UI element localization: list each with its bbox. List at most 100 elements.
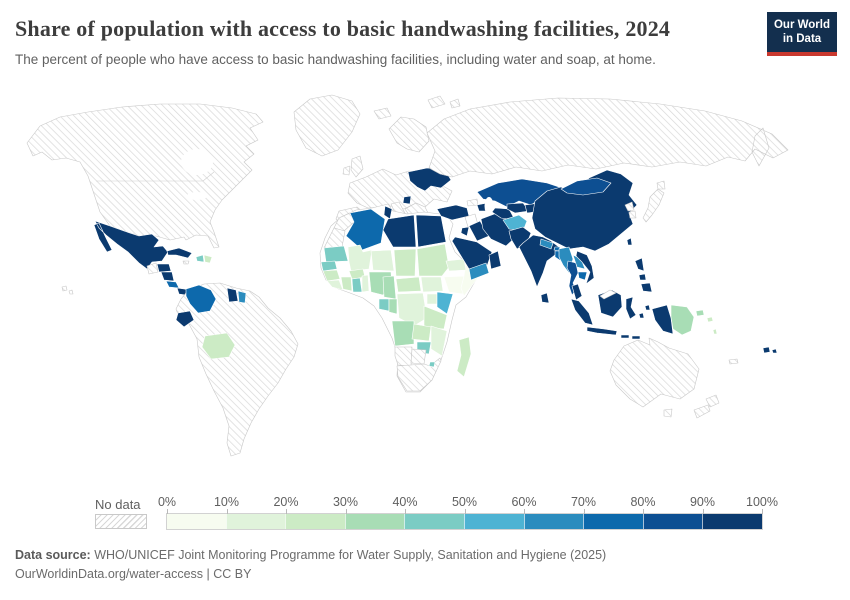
country-suriname[interactable]	[237, 290, 247, 304]
country-north-korea[interactable]	[624, 201, 635, 212]
country-jamaica[interactable]	[182, 260, 190, 265]
country-svalbard[interactable]	[427, 95, 461, 109]
country-mali[interactable]	[347, 244, 373, 272]
country-eritrea-djibouti[interactable]	[445, 258, 467, 272]
country-haiti[interactable]	[195, 254, 205, 263]
legend-bin-40-50%[interactable]	[404, 514, 464, 529]
country-cameroon[interactable]	[382, 275, 397, 300]
country-guatemala[interactable]	[146, 262, 159, 275]
country-iceland[interactable]	[373, 107, 392, 120]
country-jordan[interactable]	[460, 226, 470, 237]
country-guinea[interactable]	[322, 269, 341, 282]
country-japan[interactable]	[642, 180, 666, 223]
country-tanzania[interactable]	[423, 305, 448, 330]
legend-bin-90-100%[interactable]	[702, 514, 762, 529]
country-namibia[interactable]	[394, 346, 413, 367]
country-niger[interactable]	[370, 249, 395, 272]
country-vietnam[interactable]	[575, 250, 595, 285]
country-east-malaysia[interactable]	[599, 289, 617, 300]
country-new-caledonia[interactable]	[728, 358, 739, 365]
country-indonesia[interactable]	[570, 289, 674, 340]
country-mongolia[interactable]	[560, 177, 612, 196]
country-solomon-islands[interactable]	[706, 316, 714, 323]
country-cambodia[interactable]	[577, 271, 588, 281]
country-nepal[interactable]	[539, 238, 554, 250]
country-georgia[interactable]	[466, 198, 479, 207]
country-ghana[interactable]	[351, 277, 363, 293]
country-yemen[interactable]	[468, 262, 490, 281]
legend-bin-80-90%[interactable]	[642, 514, 703, 529]
legend-bin-50-60%[interactable]	[463, 514, 524, 529]
country-uzbekistan[interactable]	[506, 202, 530, 214]
country-russia[interactable]	[426, 97, 789, 178]
country-angola[interactable]	[391, 320, 415, 347]
legend-bin-60-70%[interactable]	[523, 514, 584, 529]
country-malawi-mozambique[interactable]	[430, 325, 448, 357]
country-hawaii[interactable]	[61, 285, 74, 295]
country-honduras[interactable]	[156, 263, 172, 273]
country-botswana[interactable]	[410, 348, 427, 365]
legend-bin-70-80%[interactable]	[583, 514, 643, 529]
country-oman[interactable]	[488, 250, 502, 270]
country-papua-new-guinea[interactable]	[670, 304, 705, 336]
legend-bin-20-30%[interactable]	[285, 514, 345, 529]
country-senegal[interactable]	[320, 260, 338, 272]
legend-no-data-swatch[interactable]	[95, 514, 147, 529]
country-canada-usa[interactable]	[26, 103, 264, 249]
footer-license-line[interactable]: OurWorldinData.org/water-access | CC BY	[15, 567, 252, 581]
legend-tick-label: 0%	[157, 495, 177, 509]
country-australia[interactable]	[609, 337, 700, 418]
caspian-sea	[484, 197, 494, 215]
country-serbia[interactable]	[402, 195, 412, 205]
country-togo-benin[interactable]	[361, 274, 370, 293]
country-chad[interactable]	[393, 248, 417, 277]
country-afghanistan[interactable]	[502, 214, 528, 232]
country-taiwan[interactable]	[626, 237, 633, 246]
country-ecuador[interactable]	[175, 310, 195, 328]
country-fiji[interactable]	[762, 346, 778, 354]
country-colombia[interactable]	[185, 284, 217, 314]
country-ireland[interactable]	[342, 165, 351, 176]
country-guyana[interactable]	[226, 287, 239, 303]
us-canada-border	[96, 171, 215, 182]
country-cuba[interactable]	[166, 247, 193, 259]
legend-bin-0-10%[interactable]	[167, 514, 226, 529]
country-mexico[interactable]	[93, 220, 169, 270]
country-south-korea[interactable]	[628, 210, 637, 219]
legend-tick-mark	[286, 509, 287, 514]
country-greenland[interactable]	[293, 94, 361, 157]
country-morocco[interactable]	[333, 212, 355, 232]
country-costa-rica[interactable]	[165, 280, 180, 289]
country-eswatini[interactable]	[428, 361, 436, 368]
legend-bin-10-20%[interactable]	[225, 514, 286, 529]
country-kenya[interactable]	[436, 291, 454, 315]
country-sudan[interactable]	[416, 243, 450, 277]
country-dominican-republic[interactable]	[203, 254, 213, 264]
country-new-zealand[interactable]	[693, 394, 720, 419]
country-gabon[interactable]	[378, 298, 390, 312]
country-drc[interactable]	[396, 292, 428, 327]
country-sri-lanka[interactable]	[540, 292, 550, 304]
country-uganda[interactable]	[426, 293, 438, 305]
country-bolivia[interactable]	[201, 332, 236, 360]
country-scandinavia[interactable]	[388, 116, 430, 153]
country-sierra-leone[interactable]	[326, 279, 344, 291]
country-nicaragua[interactable]	[160, 271, 175, 282]
country-algeria[interactable]	[345, 208, 386, 251]
country-uk[interactable]	[350, 155, 364, 178]
country-car[interactable]	[395, 276, 422, 293]
country-madagascar[interactable]	[456, 336, 472, 378]
country-south-america[interactable]	[175, 282, 299, 457]
country-zambia[interactable]	[411, 323, 432, 342]
country-philippines[interactable]	[634, 257, 653, 293]
country-south-sudan[interactable]	[420, 276, 444, 293]
country-congo[interactable]	[388, 298, 398, 315]
legend-bin-30-40%[interactable]	[344, 514, 405, 529]
country-egypt[interactable]	[415, 214, 447, 248]
country-malaysia[interactable]	[571, 283, 583, 301]
country-vanuatu[interactable]	[712, 328, 718, 335]
owid-logo[interactable]: Our World in Data	[767, 12, 837, 56]
country-cote-divoire[interactable]	[340, 276, 353, 292]
country-libya[interactable]	[382, 214, 417, 248]
country-mauritania[interactable]	[323, 245, 349, 263]
